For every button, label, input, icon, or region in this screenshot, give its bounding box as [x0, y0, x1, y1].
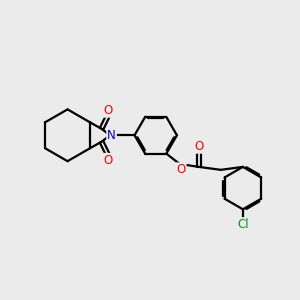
- Text: N: N: [107, 129, 116, 142]
- Text: O: O: [103, 104, 112, 117]
- Text: Cl: Cl: [237, 218, 249, 231]
- Text: O: O: [194, 140, 203, 153]
- Text: O: O: [103, 154, 112, 167]
- Text: O: O: [176, 163, 186, 176]
